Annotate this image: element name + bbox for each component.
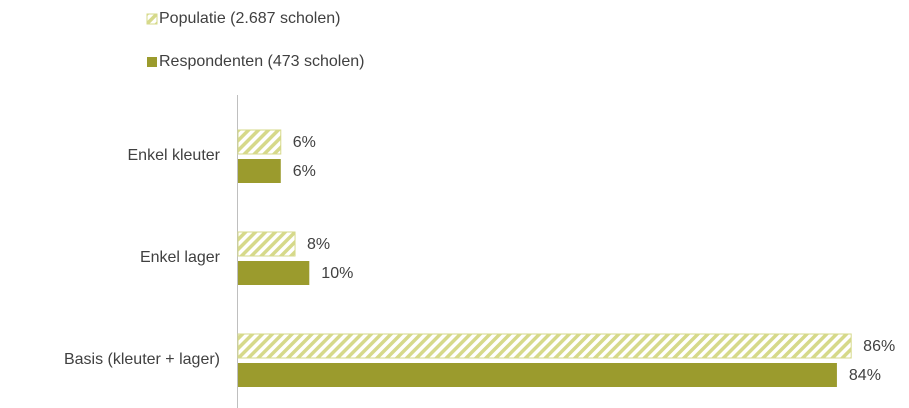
value-label: 84%: [849, 367, 881, 384]
legend-label: Respondenten (473 scholen): [159, 53, 364, 70]
category-label: Enkel lager: [140, 249, 221, 266]
bar: [238, 159, 281, 183]
legend-swatch: [146, 13, 158, 25]
value-label: 10%: [321, 265, 353, 282]
category-label: Enkel kleuter: [128, 147, 221, 164]
bar: [238, 363, 837, 387]
value-label: 8%: [307, 236, 330, 253]
value-label: 86%: [863, 338, 895, 355]
bar: [237, 333, 852, 359]
legend-label: Populatie (2.687 scholen): [159, 10, 340, 27]
category-label: Basis (kleuter + lager): [64, 351, 220, 368]
value-label: 6%: [293, 163, 316, 180]
value-label: 6%: [293, 134, 316, 151]
bar: [237, 231, 296, 257]
bar: [238, 261, 310, 285]
bar: [237, 129, 282, 155]
legend-swatch: [147, 57, 157, 67]
